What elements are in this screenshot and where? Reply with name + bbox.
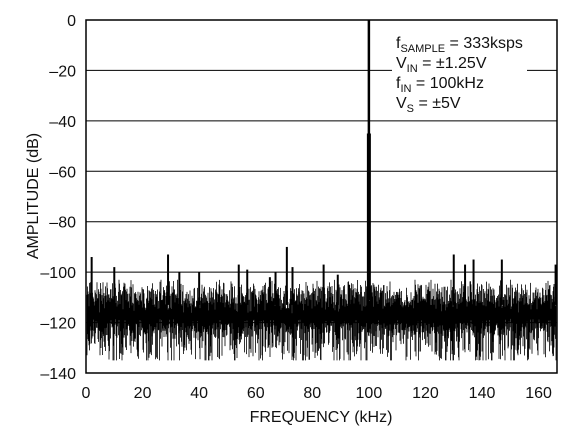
x-tick-label: 60 [247,385,265,402]
y-tick-label: –60 [49,164,76,181]
y-tick-label: –140 [40,366,76,383]
y-tick-label: 0 [67,13,76,30]
annotation-line: VIN = ±1.25V [396,55,487,75]
x-tick-label: 40 [190,385,208,402]
y-tick-label: –20 [49,63,76,80]
annotation-line: VS = ±5V [396,95,461,115]
spectrum-trace [86,20,557,361]
axis-ticks: 0 20 40 60 80 100 120 140 160 0 –20 –40 –60 –80 –100 –1… [40,13,552,402]
annotation-line: fIN = 100kHz [396,75,484,95]
annotation-line: fSAMPLE = 333ksps [396,35,523,55]
x-tick-label: 140 [469,385,496,402]
x-tick-label: 20 [134,385,152,402]
x-tick-label: 0 [82,385,91,402]
y-axis-title: AMPLITUDE (dB) [25,133,42,259]
annotation-background [393,25,526,118]
x-axis-title: FREQUENCY (kHz) [250,409,393,426]
y-tick-label: –120 [40,316,76,333]
y-tick-label: –100 [40,265,76,282]
x-tick-label: 80 [303,385,321,402]
y-tick-label: –80 [49,215,76,232]
x-tick-label: 160 [525,385,552,402]
noise-floor [86,279,557,361]
x-tick-label: 120 [412,385,439,402]
plot-frame [85,19,558,374]
x-tick-label: 100 [356,385,383,402]
y-tick-label: –40 [49,114,76,131]
